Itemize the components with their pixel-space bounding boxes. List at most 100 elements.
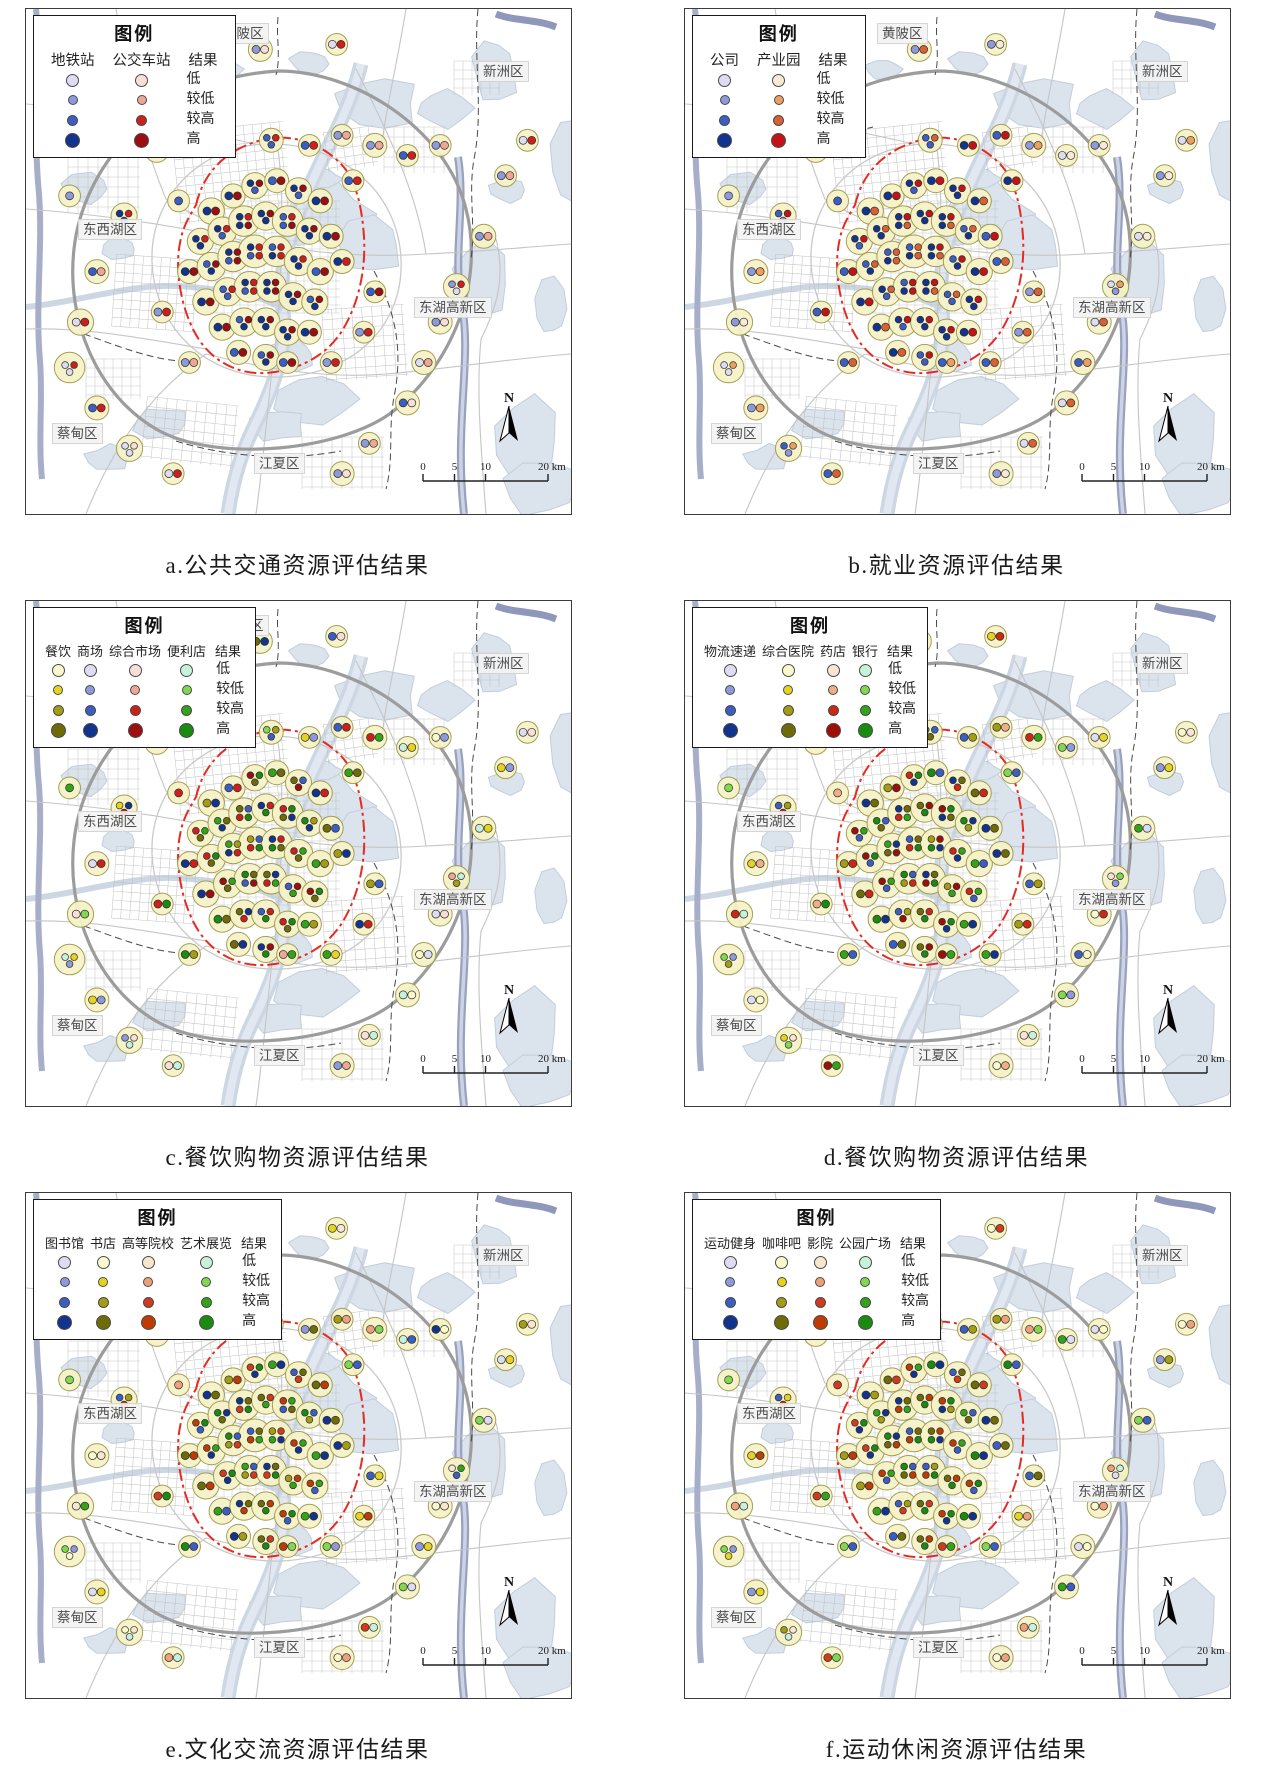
legend-swatch bbox=[199, 1255, 213, 1269]
district-label: 蔡甸区 bbox=[711, 1607, 762, 1628]
legend-swatch bbox=[826, 663, 840, 677]
svg-text:20 km: 20 km bbox=[538, 1645, 566, 1657]
district-label: 东西湖区 bbox=[78, 811, 142, 832]
legend-swatch bbox=[722, 1314, 738, 1330]
map-panel-a: N 0 5 10 20 km 黄陂区 新洲区 东西湖区 东湖高新区 蔡甸区 江夏区 图例 地铁站 公交车站… bbox=[25, 8, 572, 515]
svg-text:20 km: 20 km bbox=[538, 1053, 566, 1065]
legend-col-header: 图书馆 bbox=[45, 1236, 85, 1251]
district-label: 东湖高新区 bbox=[1073, 1481, 1151, 1502]
north-arrow-icon: N bbox=[1158, 983, 1177, 1035]
svg-text:20 km: 20 km bbox=[1197, 461, 1225, 473]
legend-level-label: 低 bbox=[816, 72, 831, 88]
svg-text:10: 10 bbox=[1139, 461, 1151, 473]
legend-swatch bbox=[84, 704, 96, 716]
legend-swatch bbox=[718, 73, 731, 87]
svg-text:20 km: 20 km bbox=[1197, 1645, 1225, 1657]
legend-swatch bbox=[136, 95, 147, 106]
legend-col-header: 运动健身 bbox=[704, 1236, 757, 1251]
legend-level-label: 低 bbox=[216, 662, 231, 678]
svg-text:10: 10 bbox=[1139, 1053, 1151, 1065]
svg-text:N: N bbox=[1163, 1575, 1173, 1590]
legend-swatch bbox=[140, 1314, 156, 1330]
legend-swatch bbox=[780, 722, 796, 738]
legend-swatch bbox=[776, 1296, 788, 1308]
legend-swatch bbox=[773, 95, 784, 106]
legend-swatch bbox=[82, 722, 98, 738]
legend-level-label: 低 bbox=[888, 662, 903, 678]
svg-text:0: 0 bbox=[1079, 461, 1085, 473]
legend-title: 图例 bbox=[114, 24, 155, 44]
map-canvas-a: N 0 5 10 20 km bbox=[26, 9, 571, 514]
scale-bar: 0 5 10 20 km bbox=[1079, 461, 1225, 482]
district-label: 东西湖区 bbox=[737, 811, 801, 832]
legend-box: 图例 物流速递 综合医院 药店 银行 结果低较低 较高高 bbox=[692, 607, 929, 748]
legend-col-header: 公司 bbox=[710, 53, 739, 69]
legend-swatch bbox=[776, 1277, 787, 1288]
north-arrow-icon: N bbox=[1158, 391, 1177, 443]
legend-swatch bbox=[725, 1277, 735, 1288]
legend-swatch bbox=[67, 114, 79, 126]
legend-level-label: 高 bbox=[816, 132, 831, 148]
panel-caption-d: d.餐饮购物资源评估结果 bbox=[823, 1145, 1090, 1170]
legend-col-header: 商场 bbox=[77, 644, 104, 659]
legend-level-label: 较低 bbox=[816, 92, 845, 108]
legend-swatch bbox=[51, 663, 65, 677]
legend-swatch bbox=[857, 722, 873, 738]
svg-text:N: N bbox=[1163, 983, 1173, 998]
legend-swatch bbox=[828, 685, 839, 696]
svg-text:N: N bbox=[1163, 391, 1173, 406]
legend-swatch bbox=[860, 1277, 871, 1288]
district-label: 蔡甸区 bbox=[711, 1015, 762, 1036]
legend-level-label: 较高 bbox=[242, 1294, 271, 1310]
legend-swatch bbox=[180, 663, 194, 677]
district-label: 东湖高新区 bbox=[1073, 889, 1151, 910]
legend-level-label: 较高 bbox=[901, 1294, 930, 1310]
svg-text:10: 10 bbox=[1139, 1645, 1151, 1657]
legend-swatch bbox=[772, 73, 786, 87]
scale-bar: 0 5 10 20 km bbox=[420, 1645, 566, 1666]
legend-level-label: 高 bbox=[186, 132, 201, 148]
legend-col-header: 艺术展览 bbox=[180, 1236, 233, 1251]
legend-swatch bbox=[181, 704, 193, 716]
north-arrow-icon: N bbox=[499, 391, 518, 443]
district-label: 新洲区 bbox=[1137, 1245, 1188, 1266]
legend-swatch bbox=[96, 1255, 110, 1269]
legend-swatch bbox=[66, 73, 80, 87]
legend-col-header: 地铁站 bbox=[51, 53, 95, 69]
legend-swatch bbox=[179, 722, 195, 738]
panel-caption-b: b.就业资源评估结果 bbox=[848, 553, 1065, 578]
legend-result-header: 结果 bbox=[818, 53, 848, 69]
legend-swatch bbox=[58, 1255, 71, 1269]
svg-text:10: 10 bbox=[480, 1645, 492, 1657]
legend-result-header: 结果 bbox=[241, 1236, 268, 1251]
district-label: 东湖高新区 bbox=[414, 889, 492, 910]
scale-bar: 0 5 10 20 km bbox=[420, 1053, 566, 1074]
legend-swatch bbox=[814, 1296, 826, 1308]
legend-col-header: 高等院校 bbox=[122, 1236, 175, 1251]
legend-result-header: 结果 bbox=[188, 53, 218, 69]
district-label: 蔡甸区 bbox=[52, 1607, 103, 1628]
legend-level-label: 高 bbox=[901, 1314, 916, 1330]
legend-box: 图例 图书馆 书店 高等院校 艺术展览 结果低较低 较高高 bbox=[33, 1199, 283, 1340]
legend-level-label: 较高 bbox=[216, 702, 245, 718]
legend-col-header: 餐饮 bbox=[45, 644, 72, 659]
legend-swatch bbox=[860, 685, 871, 696]
legend-box: 图例 公司 产业园 结果低较低 较高高 bbox=[692, 15, 866, 158]
panel-caption-e: e.文化交流资源评估结果 bbox=[165, 1737, 430, 1762]
svg-text:20 km: 20 km bbox=[1197, 1053, 1225, 1065]
legend-swatch bbox=[53, 685, 63, 696]
legend-level-label: 较低 bbox=[216, 682, 245, 698]
legend-swatch bbox=[813, 1255, 827, 1269]
svg-text:10: 10 bbox=[480, 1053, 492, 1065]
legend-swatch bbox=[143, 1277, 154, 1288]
map-panel-b: N 0 5 10 20 km 黄陂区 新洲区 东西湖区 东湖高新区 蔡甸区 江夏区 图例 公司 产业园 结果… bbox=[684, 8, 1231, 515]
legend-swatch bbox=[83, 663, 97, 677]
legend-swatch bbox=[52, 704, 64, 716]
svg-text:0: 0 bbox=[420, 1053, 426, 1065]
legend-level-label: 较高 bbox=[186, 112, 215, 128]
legend-swatch bbox=[201, 1277, 212, 1288]
legend-swatch bbox=[723, 663, 737, 677]
legend-swatch bbox=[98, 1277, 109, 1288]
